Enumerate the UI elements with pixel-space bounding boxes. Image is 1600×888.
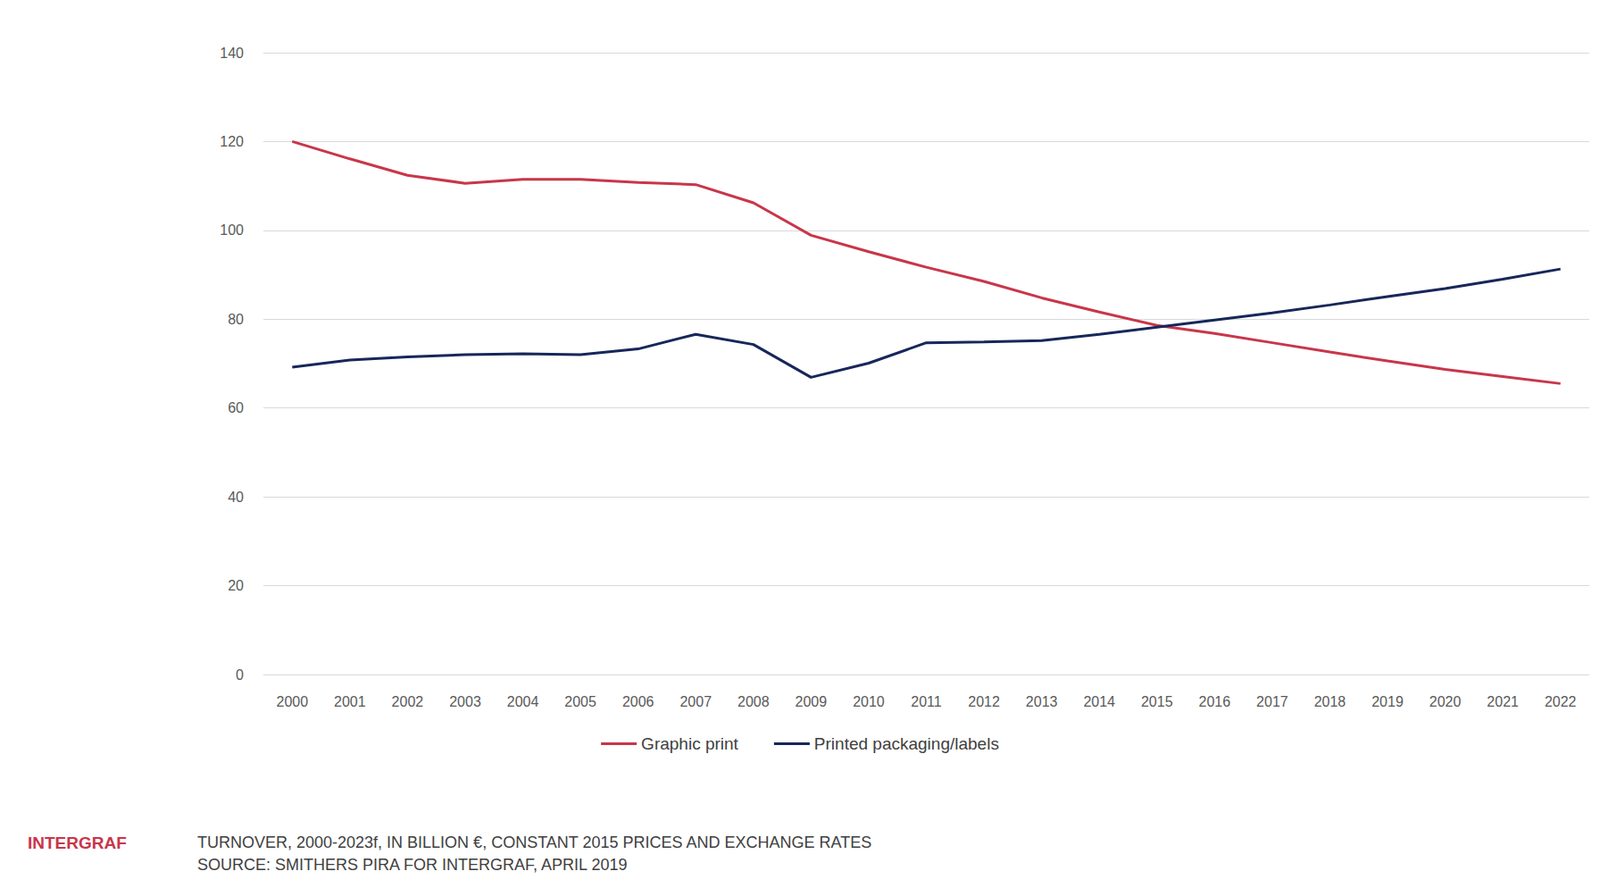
svg-text:2007: 2007 xyxy=(679,693,712,709)
svg-text:140: 140 xyxy=(219,45,244,61)
svg-text:SOURCE: SMITHERS PIRA FOR INTE: SOURCE: SMITHERS PIRA FOR INTERGRAF, APR… xyxy=(197,855,627,874)
svg-text:2019: 2019 xyxy=(1371,693,1404,709)
svg-text:0: 0 xyxy=(235,666,244,683)
svg-text:2018: 2018 xyxy=(1314,693,1347,709)
svg-text:2001: 2001 xyxy=(333,693,367,709)
svg-text:2022: 2022 xyxy=(1544,693,1577,709)
svg-text:TURNOVER, 2000-2023f, IN BILLI: TURNOVER, 2000-2023f, IN BILLION €, CONS… xyxy=(197,833,872,851)
svg-text:2005: 2005 xyxy=(564,693,597,709)
svg-text:2015: 2015 xyxy=(1141,693,1174,709)
svg-text:80: 80 xyxy=(227,311,244,327)
svg-text:2003: 2003 xyxy=(449,693,482,709)
svg-text:2012: 2012 xyxy=(967,693,1000,709)
svg-text:100: 100 xyxy=(219,222,244,238)
svg-text:2017: 2017 xyxy=(1256,693,1289,709)
svg-text:2004: 2004 xyxy=(507,693,540,709)
svg-text:2009: 2009 xyxy=(795,693,828,709)
svg-text:40: 40 xyxy=(227,489,244,505)
svg-text:20: 20 xyxy=(227,577,244,593)
svg-text:2016: 2016 xyxy=(1199,693,1232,709)
svg-text:2013: 2013 xyxy=(1025,693,1059,709)
svg-text:2021: 2021 xyxy=(1486,693,1519,709)
svg-text:2010: 2010 xyxy=(852,693,885,709)
svg-text:2006: 2006 xyxy=(622,693,655,709)
svg-text:2020: 2020 xyxy=(1429,693,1462,709)
svg-text:2014: 2014 xyxy=(1083,693,1116,709)
svg-text:120: 120 xyxy=(219,133,244,150)
svg-text:2011: 2011 xyxy=(910,693,942,709)
svg-text:Printed packaging/labels: Printed packaging/labels xyxy=(814,733,1000,753)
svg-text:INTERGRAF: INTERGRAF xyxy=(27,833,127,852)
svg-text:Graphic print: Graphic print xyxy=(641,733,739,753)
svg-text:2008: 2008 xyxy=(737,693,770,709)
svg-text:2000: 2000 xyxy=(275,693,309,709)
svg-text:2002: 2002 xyxy=(391,693,425,709)
svg-text:60: 60 xyxy=(227,400,244,416)
